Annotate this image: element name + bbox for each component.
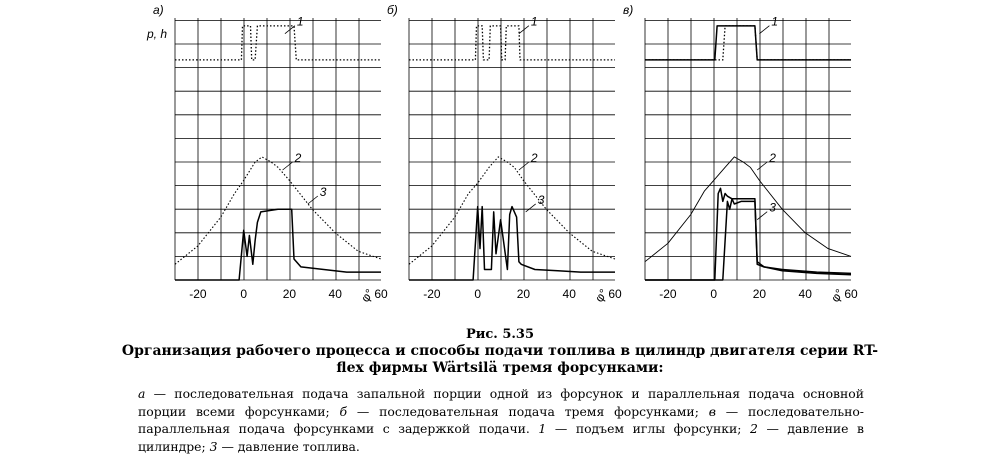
- legend-text: — последовательная подача тремя форсунка…: [347, 403, 709, 419]
- curve-leader-line: [518, 161, 530, 171]
- legend-text: — последовательно-параллельная подача фо…: [138, 403, 864, 437]
- x-tick-label: 40: [329, 287, 343, 301]
- x-tick-label: 20: [283, 287, 297, 301]
- legend-key: б: [339, 403, 348, 419]
- series-line: [409, 25, 615, 61]
- legend-text: — подъем иглы форсунки;: [546, 421, 750, 436]
- curve-leader-line: [756, 211, 768, 221]
- series-line: [645, 25, 851, 61]
- curve-leader-line: [518, 25, 530, 35]
- figure: p, h а) -20 0 20 40 60 φ° 1 2 3 б) -20 0 20 40 60 φ° 1 2 3 в)…: [146, 3, 858, 305]
- curve-leader-line: [284, 25, 296, 35]
- curve-label: 3: [769, 201, 776, 215]
- legend-key: 3: [209, 438, 218, 454]
- x-tick-label: 0: [240, 287, 247, 301]
- series-line: [409, 205, 615, 281]
- panel-letter: б): [387, 3, 398, 17]
- figure-legend: а — последовательная подача запальной по…: [138, 385, 864, 455]
- series-line: [174, 156, 382, 265]
- x-tick-label: 60: [608, 287, 622, 301]
- figure-title: Организация рабочего процесса и способы …: [121, 343, 879, 376]
- caption: Рис. 5.35 Организация рабочего процесса …: [0, 326, 1000, 377]
- x-tick-label: 40: [563, 287, 577, 301]
- x-tick-label: 20: [517, 287, 531, 301]
- curve-leader-line: [759, 25, 770, 35]
- legend-key: 2: [749, 421, 758, 436]
- y-axis-label: p, h: [146, 27, 167, 41]
- chart-panel: в)-20 0 20 40 60φ°123: [623, 3, 858, 305]
- curve-label: 2: [530, 151, 538, 165]
- x-tick-label: -20: [423, 287, 441, 301]
- curve-label: 1: [531, 15, 538, 29]
- curve-label: 3: [538, 193, 545, 207]
- legend-text: — давление в цилиндре;: [138, 421, 864, 454]
- curve-label: 2: [768, 151, 776, 165]
- legend-key: 1: [538, 421, 547, 436]
- series-line: [408, 156, 616, 265]
- panel-letter: а): [153, 3, 164, 17]
- legend-key: а: [138, 386, 146, 401]
- series-line: [645, 198, 852, 281]
- x-tick-label: 60: [844, 287, 858, 301]
- curve-label: 1: [771, 15, 778, 29]
- x-tick-label: 0: [474, 287, 481, 301]
- series-line: [175, 208, 381, 281]
- legend-key: в: [708, 403, 716, 419]
- x-tick-label: -20: [189, 287, 207, 301]
- curve-leader-line: [307, 195, 319, 205]
- series-line: [644, 156, 852, 263]
- chart-panel: б)-20 0 20 40 60φ°123: [387, 3, 622, 305]
- panel-letter: в): [623, 3, 633, 17]
- legend-text: — давление топлива.: [217, 438, 360, 454]
- x-tick-label: 0: [710, 287, 717, 301]
- series-line: [175, 25, 381, 61]
- series-line: [645, 25, 851, 61]
- figure-number: Рис. 5.35: [465, 327, 535, 342]
- x-tick-label: 20: [753, 287, 767, 301]
- curve-leader-line: [282, 161, 293, 171]
- curve-label: 2: [294, 151, 302, 165]
- curve-label: 3: [320, 185, 327, 199]
- x-tick-label: 60: [374, 287, 388, 301]
- x-tick-label: -20: [659, 287, 677, 301]
- curve-leader-line: [756, 161, 768, 171]
- legend-text: — последовательная подача запальной порц…: [138, 386, 864, 419]
- chart-panel: а)-20 0 20 40 60φ°123: [153, 3, 388, 305]
- curve-label: 1: [297, 15, 304, 29]
- x-tick-label: 40: [799, 287, 813, 301]
- curve-leader-line: [525, 203, 536, 213]
